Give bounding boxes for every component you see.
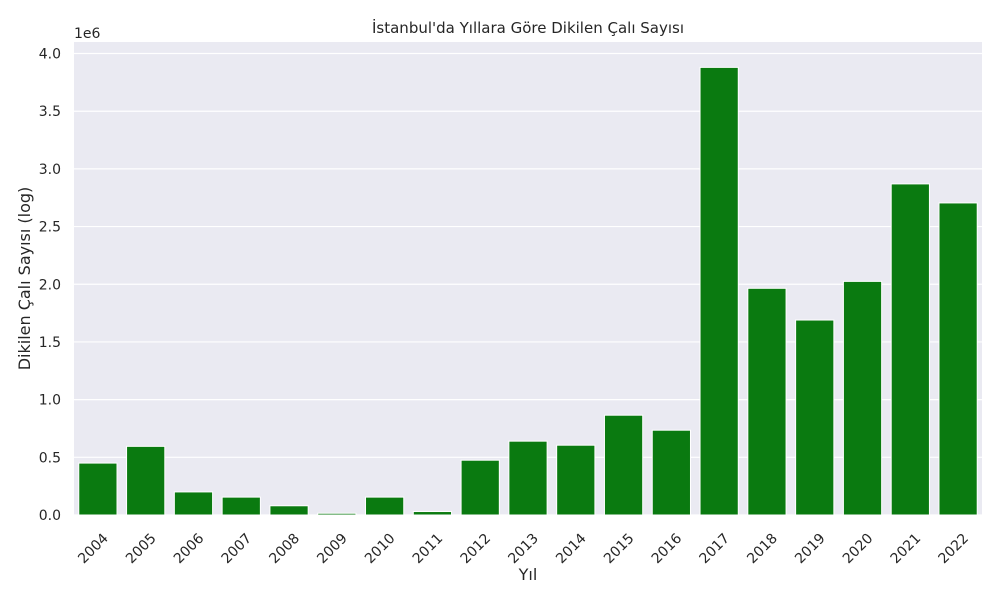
x-tick-label: 2018 xyxy=(744,531,781,568)
bar-2014 xyxy=(556,444,596,516)
x-tick-label: 2016 xyxy=(649,531,686,568)
x-tick-label: 2005 xyxy=(123,531,160,568)
x-tick-label: 2021 xyxy=(888,531,925,568)
bar-2016 xyxy=(651,429,691,516)
x-tick-label: 2010 xyxy=(362,531,399,568)
x-tick-label: 2020 xyxy=(840,531,877,568)
bar-2017 xyxy=(699,66,739,516)
y-tick-label: 0.0 xyxy=(39,508,61,524)
bar-2012 xyxy=(460,459,500,516)
x-tick-label: 2017 xyxy=(697,531,734,568)
x-tick-label: 2006 xyxy=(171,531,208,568)
bar-2019 xyxy=(795,319,835,516)
chart-title: İstanbul'da Yıllara Göre Dikilen Çalı Sa… xyxy=(372,18,684,37)
x-tick-label: 2008 xyxy=(266,531,303,568)
x-tick-label: 2011 xyxy=(410,531,447,568)
bar-2020 xyxy=(842,280,883,516)
bars xyxy=(78,66,978,516)
x-tick-label: 2004 xyxy=(75,531,112,568)
y-tick-label: 1.0 xyxy=(39,393,61,409)
bar-2005 xyxy=(126,445,166,516)
bar-2013 xyxy=(508,440,548,516)
y-tick-label: 0.5 xyxy=(39,450,61,466)
x-tick-label: 2019 xyxy=(792,531,829,568)
y-tick-labels: 0.0 0.5 1.0 1.5 2.0 2.5 3.0 3.5 4.0 xyxy=(39,47,61,524)
x-axis-label: Yıl xyxy=(518,565,538,584)
y-axis-label: Dikilen Çalı Sayısı (log) xyxy=(15,187,34,371)
x-tick-label: 2014 xyxy=(553,531,590,568)
y-tick-label: 3.0 xyxy=(39,162,61,178)
x-tick-labels: 2004 2005 2006 2007 2008 2009 2010 2011 2012 2013… xyxy=(75,531,972,568)
x-tick-label: 2009 xyxy=(314,531,351,568)
bar-2007 xyxy=(221,496,261,516)
bar-2006 xyxy=(173,491,214,516)
x-tick-label: 2015 xyxy=(601,531,638,568)
bar-2021 xyxy=(890,183,930,516)
bar-2018 xyxy=(747,287,787,516)
x-tick-label: 2012 xyxy=(458,531,495,568)
y-tick-label: 2.5 xyxy=(39,220,61,236)
y-tick-label: 3.5 xyxy=(39,104,61,120)
bar-2008 xyxy=(269,505,309,516)
y-tick-label: 4.0 xyxy=(39,47,61,63)
bar-2015 xyxy=(603,414,644,516)
bar-2009 xyxy=(317,512,357,516)
y-axis-offset-label: 1e6 xyxy=(74,26,101,42)
bar-2010 xyxy=(365,496,405,516)
x-tick-label: 2013 xyxy=(505,531,542,568)
bar-2022 xyxy=(938,202,978,516)
y-tick-label: 1.5 xyxy=(39,335,61,351)
x-tick-label: 2022 xyxy=(935,531,972,568)
bar-2004 xyxy=(78,462,118,516)
y-tick-label: 2.0 xyxy=(39,277,61,293)
bar-2011 xyxy=(412,511,453,516)
x-tick-label: 2007 xyxy=(219,531,256,568)
